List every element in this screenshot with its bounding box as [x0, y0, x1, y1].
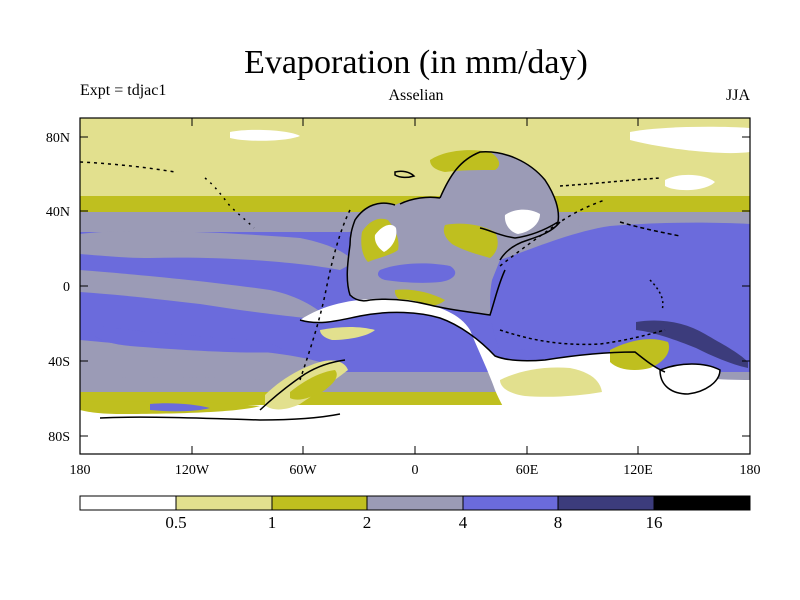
tick-marks	[79, 118, 751, 454]
colorbar-swatch	[462, 495, 559, 511]
colorbar-swatch	[271, 495, 368, 511]
coast-pangaea-north	[439, 151, 560, 239]
colorbar: 0.5 1 2 4 8 16	[79, 495, 751, 532]
coast-gondwana	[299, 311, 666, 373]
lat-tick-label: 0	[63, 280, 70, 295]
lat-tick-label: 80S	[48, 430, 70, 445]
gondwana-white-east-island	[660, 364, 720, 394]
coast-east-island	[659, 363, 721, 395]
colorbar-label: 0.5	[165, 513, 186, 532]
coast-gondwana-west-arm	[259, 359, 346, 411]
pangaea-blue-interior	[377, 263, 456, 283]
coast-north-island	[394, 170, 416, 179]
colorbar-label: 16	[646, 513, 663, 532]
gray-tongue-west	[80, 231, 355, 270]
north-white-patch-2	[630, 126, 750, 154]
coast-tethys-arc	[499, 329, 666, 346]
gondwana-pale-east	[500, 367, 602, 397]
coast-north-east-dashes	[559, 177, 661, 187]
lon-tick-label: 120E	[623, 463, 653, 478]
colorbar-swatch	[653, 495, 751, 511]
coast-pangaea-south	[369, 269, 506, 316]
map-title: Evaporation (in mm/day)	[244, 44, 588, 81]
pangaea-white-east	[504, 209, 540, 234]
lon-tick-label: 180	[740, 463, 761, 478]
gondwana-olive-east	[610, 339, 670, 370]
north-white-patch-1	[230, 129, 300, 141]
gondwana-olive-west	[290, 370, 337, 400]
gondwana-white	[80, 298, 750, 454]
lon-tick-label: 60W	[289, 463, 317, 478]
navy-band	[636, 320, 748, 368]
coastline-layer	[80, 151, 721, 421]
tethys-blue	[490, 222, 750, 352]
colorbar-label: 8	[554, 513, 563, 532]
blue-tongue-south-west	[95, 326, 285, 353]
colorbar-swatch	[366, 495, 464, 511]
colorbar-label: 2	[363, 513, 372, 532]
coast-pangaea-west	[346, 202, 396, 302]
coast-arc-west	[299, 209, 351, 381]
coast-tethys-islands	[619, 221, 681, 237]
colorbar-swatch	[79, 495, 177, 511]
gray-band-south-west	[80, 340, 320, 382]
south-blue-inlet	[150, 403, 210, 412]
colorbar-swatch	[557, 495, 655, 511]
coast-pangaea-inner	[399, 196, 441, 205]
lon-tick-label: 0	[412, 463, 419, 478]
experiment-label: Expt = tdjac1	[80, 82, 167, 99]
lon-tick-label: 120W	[175, 463, 210, 478]
gray-band-equator-west	[80, 270, 330, 320]
colorbar-swatch	[175, 495, 273, 511]
lat-tick-label: 40S	[48, 355, 70, 370]
season-label: JJA	[725, 87, 750, 104]
coast-east-small	[649, 279, 664, 311]
period-label: Asselian	[388, 87, 444, 104]
lon-tick-label: 180	[70, 463, 91, 478]
coast-south-pole	[99, 413, 341, 421]
gondwana-pale-south-sliver	[320, 327, 375, 340]
colorbar-label: 4	[459, 513, 468, 532]
coast-tethys-west	[499, 221, 561, 261]
lon-tick-label: 60E	[516, 463, 539, 478]
pangaea-white-core	[374, 224, 397, 252]
pangaea-olive-arabia	[443, 223, 498, 258]
colorbar-label: 1	[268, 513, 277, 532]
map-fill-layer	[80, 118, 750, 454]
north-white-patch-3	[665, 174, 715, 191]
lat-tick-label: 40N	[46, 205, 70, 220]
lat-tick-label: 80N	[46, 131, 70, 146]
